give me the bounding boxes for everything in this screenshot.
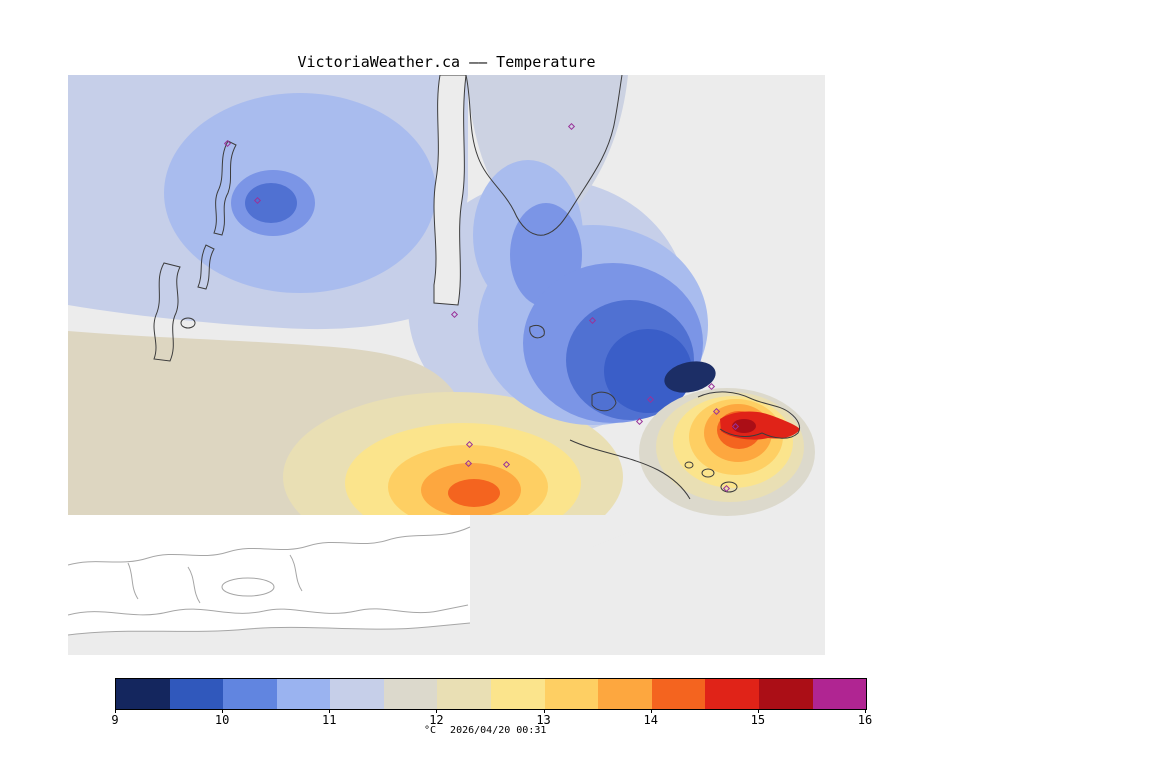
colorbar-tick-label: 9 — [111, 713, 119, 727]
station-marker — [731, 422, 740, 431]
station-marker — [450, 310, 459, 319]
temperature-map — [68, 75, 825, 655]
colorbar-segment — [705, 679, 759, 709]
station-marker — [464, 459, 473, 468]
coastlines-data-region — [153, 75, 801, 500]
colorbar-tick-label: 13 — [536, 713, 551, 727]
colorbar-segment — [758, 679, 813, 709]
colorbar-segment — [544, 679, 599, 709]
colorbar-segment — [437, 679, 492, 709]
colorbar-tick — [757, 709, 759, 713]
colorbar-tick-label: 10 — [214, 713, 230, 727]
colorbar-tick — [650, 709, 652, 713]
coastlines-no-data — [68, 526, 471, 636]
peninsula-coastline — [465, 75, 623, 236]
units-label: °C — [424, 725, 437, 736]
station-marker — [465, 440, 474, 449]
warm-region-southwest — [283, 392, 623, 515]
colorbar-tick-label: 15 — [750, 713, 766, 727]
colorbar-segment — [812, 679, 867, 709]
temperature-field-svg — [68, 75, 825, 655]
station-marker — [722, 484, 731, 493]
station-markers — [68, 75, 825, 655]
colorbar-tick — [329, 709, 331, 713]
colorbar-segment — [383, 679, 438, 709]
station-marker — [707, 382, 716, 391]
station-marker — [646, 395, 655, 404]
colorbar-tick — [436, 709, 438, 713]
colorbar-segment — [598, 679, 652, 709]
colorbar-tick-label: 11 — [322, 713, 337, 727]
timestamp-label: 2026/04/20 00:31 — [450, 725, 547, 736]
colorbar-tick-label: 16 — [857, 713, 873, 727]
colorbar-tick-label: 14 — [643, 713, 658, 727]
colorbar-tick — [865, 709, 866, 713]
colorbar-segment — [330, 679, 384, 709]
station-marker — [635, 417, 644, 426]
colorbar-segment — [223, 679, 277, 709]
station-marker — [588, 316, 597, 325]
station-marker — [223, 139, 232, 148]
south-coastline — [68, 526, 471, 566]
colorbar-footer: °C 2026/04/20 00:31 — [424, 725, 546, 736]
inlet-channel — [433, 75, 467, 306]
station-marker — [567, 122, 576, 131]
cold-region-northeast — [473, 160, 716, 425]
colorbar-tick — [222, 709, 224, 713]
colorbar-segment — [116, 679, 170, 709]
colorbar-tick — [543, 709, 545, 713]
colorbar-tick — [115, 709, 116, 713]
colorbar-segment — [491, 679, 545, 709]
colorbar-ticks: 9 10 11 12 13 14 15 16 — [111, 709, 872, 731]
station-marker — [502, 460, 511, 469]
colorbar-segment — [169, 679, 224, 709]
colorbar-scale — [115, 678, 867, 710]
colorbar-tick-label: 12 — [429, 713, 444, 727]
east-coastline — [697, 391, 801, 439]
warm-region-east — [639, 388, 815, 516]
station-marker — [712, 407, 721, 416]
page-title: VictoriaWeather.ca —— Temperature — [297, 53, 596, 71]
station-marker — [253, 196, 262, 205]
colorbar-segment — [651, 679, 706, 709]
colorbar-segment — [276, 679, 331, 709]
